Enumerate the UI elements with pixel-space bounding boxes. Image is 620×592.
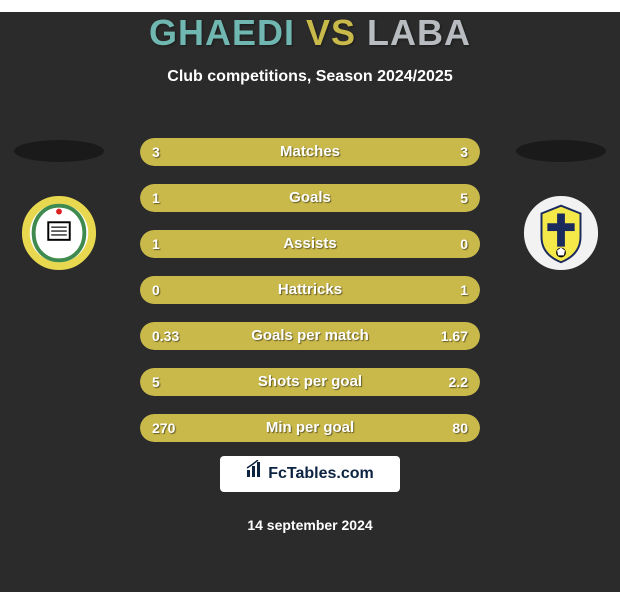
stat-label: Goals per match	[140, 322, 480, 350]
player1-name: Ghaedi	[149, 12, 295, 53]
stat-label: Assists	[140, 230, 480, 258]
stat-label: Shots per goal	[140, 368, 480, 396]
player2-name: Laba	[367, 12, 471, 53]
stat-label: Goals	[140, 184, 480, 212]
stat-row: 27080Min per goal	[140, 414, 480, 442]
brand-text: FcTables.com	[268, 465, 374, 482]
chart-icon	[246, 456, 264, 492]
stat-row: 0.331.67Goals per match	[140, 322, 480, 350]
stat-row: 01Hattricks	[140, 276, 480, 304]
title: Ghaedi vs Laba	[0, 12, 620, 54]
stat-label: Matches	[140, 138, 480, 166]
stat-label: Min per goal	[140, 414, 480, 442]
player2-silhouette-shadow	[516, 140, 606, 162]
stats-list: 33Matches 15Goals 10Assists 01Hattricks 0.33…	[140, 138, 480, 460]
stat-row: 10Assists	[140, 230, 480, 258]
stat-row: 15Goals	[140, 184, 480, 212]
stat-row: 33Matches	[140, 138, 480, 166]
stat-row: 52.2Shots per goal	[140, 368, 480, 396]
player1-silhouette-shadow	[14, 140, 104, 162]
player2-club-emblem	[522, 194, 600, 272]
player1-club-emblem	[20, 194, 98, 272]
brand-badge: FcTables.com	[220, 456, 400, 492]
comparison-card: Ghaedi vs Laba Club competitions, Season…	[0, 12, 620, 592]
subtitle: Club competitions, Season 2024/2025	[0, 68, 620, 86]
vs-separator: vs	[306, 12, 356, 53]
footer-date: 14 september 2024	[0, 517, 620, 533]
stat-label: Hattricks	[140, 276, 480, 304]
